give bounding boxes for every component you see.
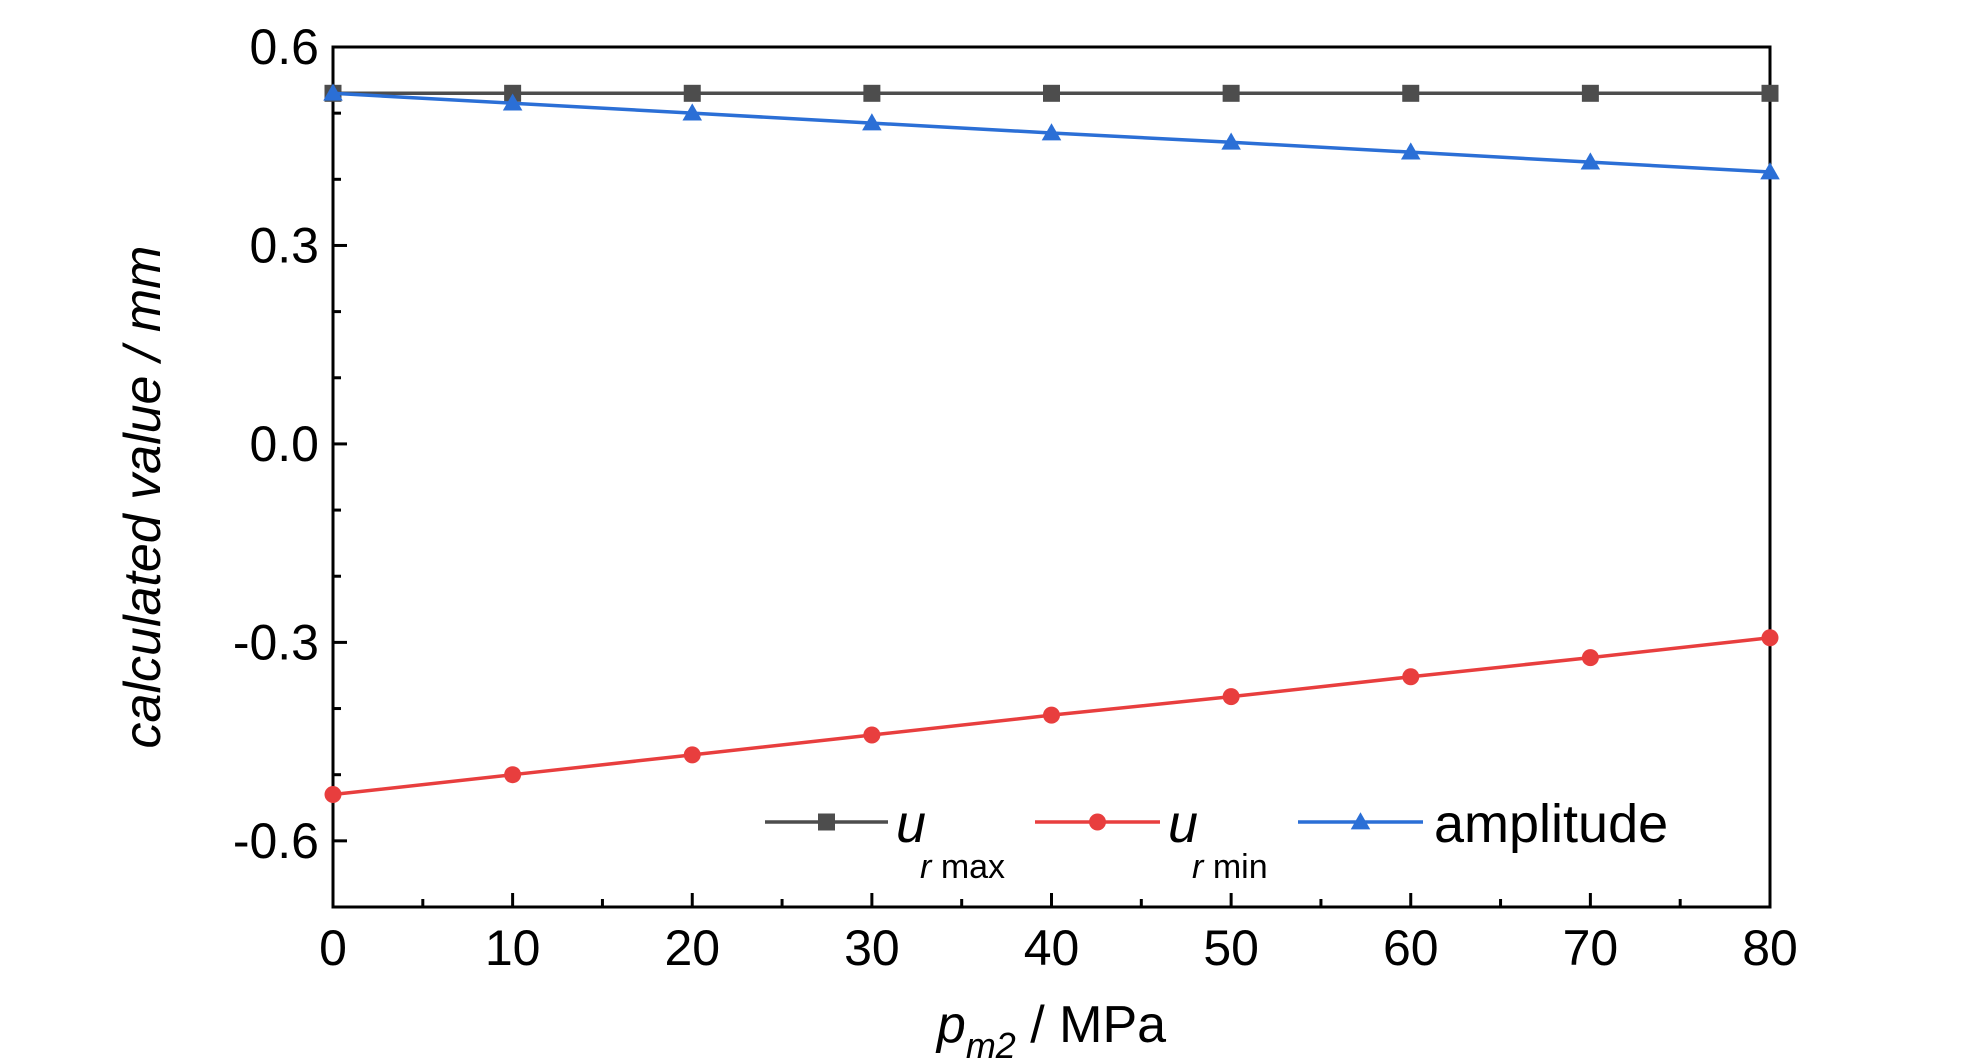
data-point-amplitude [1580,152,1601,170]
y-tick-label: 0.3 [249,217,319,273]
series-layer [323,83,1780,804]
y-tick-label: 0.0 [249,416,319,472]
data-point-amplitude [1221,132,1241,150]
legend-item-amplitude: amplitude [1298,794,1668,854]
data-point-amplitude [1041,123,1062,141]
x-tick-label: 70 [1563,920,1619,976]
data-point-ur-min [863,726,881,744]
legend-sub: min [1203,848,1267,886]
x-tick-label: 80 [1742,920,1798,976]
data-point-ur-max [504,84,522,102]
legend-label: amplitude [1434,794,1668,854]
x-tick-label: 50 [1203,920,1259,976]
y-tick-label: 0.6 [249,19,319,75]
y-axis-title: calculated value / mm [114,246,172,749]
x-axis: 0 10 20 30 40 50 60 70 80 [319,893,1798,976]
data-point-ur-max [1761,84,1779,102]
legend-var: u [896,794,926,854]
data-point-amplitude [862,113,882,131]
legend-marker [1089,813,1106,831]
data-point-ur-max [1402,84,1420,102]
plot-frame [331,45,1772,909]
data-point-amplitude [682,103,703,121]
data-point-amplitude [323,83,343,101]
series-amplitude [323,83,1780,180]
legend-sub-italic: r [1192,848,1205,886]
x-tick-label: 10 [485,920,541,976]
y-tick-label: -0.6 [233,813,319,869]
legend-marker [818,813,835,831]
data-point-ur-min [1222,688,1240,706]
data-point-ur-max [863,84,881,102]
x-axis-var: p [935,996,966,1054]
legend-sub: max [931,848,1005,886]
data-point-ur-min [504,766,522,784]
x-axis-title: pm2 / MPa [935,996,1166,1062]
data-point-ur-max [1581,84,1599,102]
data-point-ur-max [1043,84,1060,102]
data-point-ur-min [1761,629,1779,647]
x-tick-label: 40 [1024,920,1080,976]
series-ur-max [324,84,1779,102]
data-point-ur-min [1402,668,1420,686]
x-axis-sub: m2 [966,1025,1016,1062]
x-axis-unit: / MPa [1016,996,1166,1054]
data-point-ur-min [1581,649,1599,667]
data-point-ur-min [324,786,342,804]
x-tick-label: 20 [664,920,720,976]
data-point-amplitude [1760,162,1780,180]
data-point-ur-min [683,746,701,764]
legend-sub-italic: r [920,848,933,886]
data-point-ur-max [683,84,701,102]
data-point-ur-min [1043,706,1060,724]
data-point-ur-max [1222,84,1240,102]
y-tick-label: -0.3 [233,614,319,670]
data-point-amplitude [1400,142,1421,160]
x-tick-label: 30 [844,920,900,976]
y-axis: 0.6 0.3 0.0 -0.3 -0.6 [233,19,347,909]
legend-var: u [1168,794,1198,854]
series-ur-min [324,629,1779,804]
x-tick-label: 60 [1383,920,1439,976]
legend-marker [1350,812,1371,830]
x-tick-label: 0 [319,920,347,976]
data-point-amplitude [502,93,523,111]
